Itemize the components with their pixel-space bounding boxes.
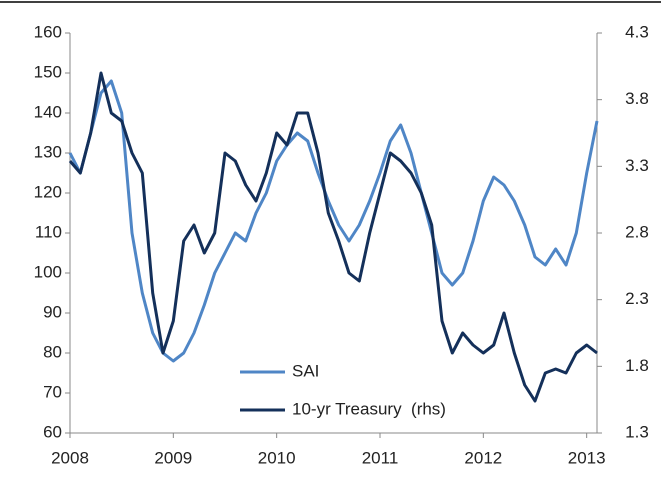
x-tick-label: 2012: [464, 448, 502, 467]
y2-tick-label: 4.3: [625, 22, 649, 41]
y-tick-label: 160: [34, 22, 62, 41]
x-tick-label: 2009: [154, 448, 192, 467]
y-tick-label: 140: [34, 102, 62, 121]
y-tick-label: 90: [43, 302, 62, 321]
y2-tick-label: 2.3: [625, 289, 649, 308]
y2-tick-label: 2.8: [625, 222, 649, 241]
x-tick-label: 2008: [51, 448, 89, 467]
y2-tick-label: 1.3: [625, 422, 649, 441]
x-tick-label: 2013: [568, 448, 606, 467]
y-tick-label: 80: [43, 342, 62, 361]
y-tick-label: 70: [43, 382, 62, 401]
series-line: [68, 71, 598, 403]
x-tick-label: 2010: [258, 448, 296, 467]
legend-label: 10-yr Treasury (rhs): [292, 399, 446, 418]
y-tick-label: 130: [34, 142, 62, 161]
legend-label: SAI: [292, 361, 319, 380]
series-line: [68, 79, 599, 363]
y-tick-label: 100: [34, 262, 62, 281]
y-tick-label: 60: [43, 422, 62, 441]
y-tick-label: 150: [34, 62, 62, 81]
x-tick-label: 2011: [362, 448, 399, 467]
y2-tick-label: 3.8: [625, 89, 649, 108]
y-tick-label: 120: [34, 182, 62, 201]
y2-tick-label: 1.8: [625, 356, 649, 375]
y-tick-label: 110: [35, 222, 62, 241]
y2-tick-label: 3.3: [625, 156, 649, 175]
